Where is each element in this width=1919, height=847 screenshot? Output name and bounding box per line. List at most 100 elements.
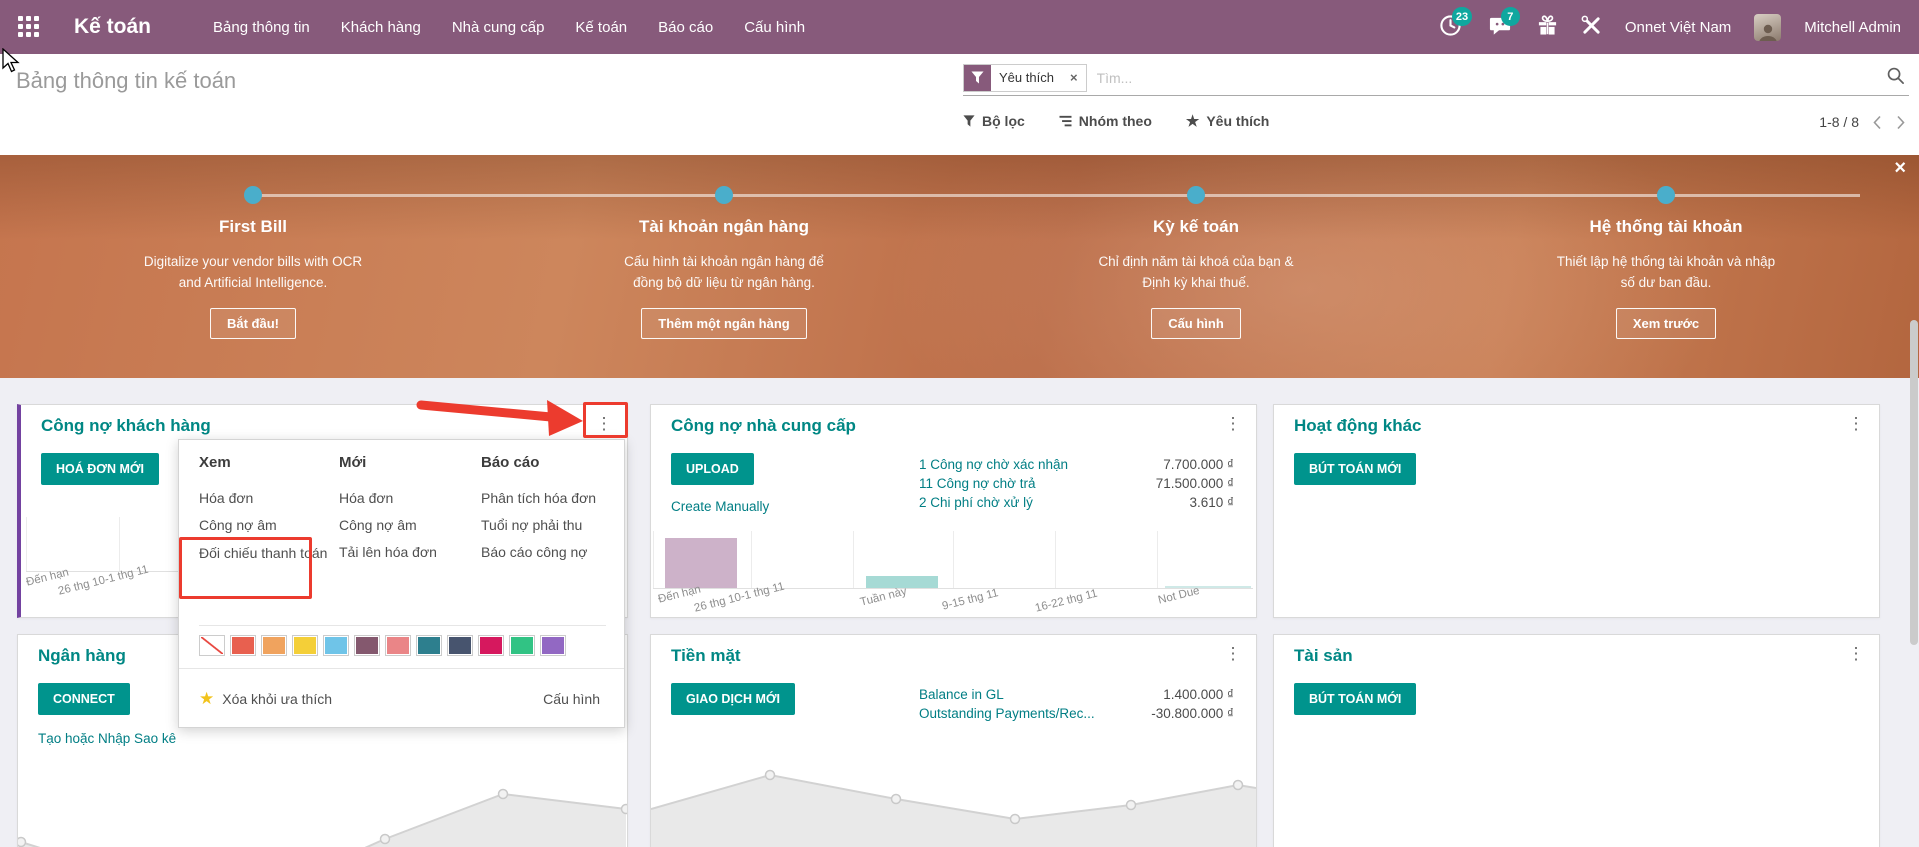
upload-button[interactable]: UPLOAD	[671, 453, 754, 485]
favorites-button[interactable]: ★ Yêu thích	[1186, 112, 1269, 130]
row-link[interactable]: Balance in GL	[919, 687, 1004, 702]
support-tools-button[interactable]	[1581, 15, 1602, 40]
person-icon	[1759, 24, 1777, 41]
banner-close-icon[interactable]: ×	[1894, 157, 1906, 179]
color-swatch-row	[199, 625, 606, 656]
new-entry-button[interactable]: BÚT TOÁN MỚI	[1294, 453, 1417, 485]
pager-previous-icon[interactable]	[1873, 115, 1882, 130]
new-invoice-button[interactable]: HOÁ ĐƠN MỚI	[41, 453, 159, 485]
menu-reports[interactable]: Báo cáo	[658, 18, 714, 36]
gridline	[1055, 531, 1056, 588]
menu-config[interactable]: Cấu hình	[744, 18, 806, 36]
color-swatch[interactable]	[509, 635, 535, 656]
step-title: First Bill	[218, 217, 287, 236]
user-avatar[interactable]	[1754, 13, 1782, 41]
row-link[interactable]: 11 Công nợ chờ trả	[919, 476, 1036, 491]
color-swatch[interactable]	[447, 635, 473, 656]
menu-item-new-credit-note[interactable]: Công nợ âm	[339, 517, 417, 533]
menu-item-new-invoice[interactable]: Hóa đơn	[339, 490, 394, 506]
popup-column-header: Báo cáo	[481, 454, 540, 471]
star-icon: ★	[1185, 113, 1200, 130]
pager-next-icon[interactable]	[1896, 115, 1905, 130]
cash-balance-area-chart	[651, 769, 1256, 847]
gridline	[653, 531, 654, 588]
color-swatch[interactable]	[261, 635, 287, 656]
create-manually-link[interactable]: Create Manually	[671, 499, 770, 514]
apps-grid-icon[interactable]	[16, 14, 42, 40]
new-transaction-button[interactable]: GIAO DỊCH MỚI	[671, 683, 795, 715]
menu-item-invoice-analysis[interactable]: Phân tích hóa đơn	[481, 490, 597, 506]
messages-button[interactable]: 7	[1488, 7, 1520, 40]
step-action-button[interactable]: Cấu hình	[1151, 308, 1241, 339]
facet-remove-icon[interactable]: ×	[1069, 70, 1078, 85]
kebab-menu-icon[interactable]: ⋮	[1847, 414, 1865, 433]
step-action-button[interactable]: Thêm một ngân hàng	[641, 308, 807, 339]
popup-settings-button[interactable]: Cấu hình	[543, 691, 600, 707]
menu-item-upload-invoice[interactable]: Tải lên hóa đơn	[339, 544, 437, 560]
menu-item-invoices[interactable]: Hóa đơn	[199, 490, 254, 506]
row-link[interactable]: 1 Công nợ chờ xác nhận	[919, 457, 1069, 472]
card-miscellaneous: Hoạt động khác ⋮ BÚT TOÁN MỚI	[1273, 404, 1880, 618]
chart-baseline	[26, 571, 182, 572]
menu-dashboard[interactable]: Bảng thông tin	[213, 18, 310, 36]
breadcrumb: Bảng thông tin kế toán	[16, 68, 237, 93]
facet-filter-icon	[964, 64, 991, 91]
step-desc: Digitalize your vendor bills with OCR	[143, 254, 363, 269]
card-cash: Tiền mặt ⋮ GIAO DỊCH MỚI Balance in GL 1…	[650, 634, 1257, 847]
kebab-menu-icon[interactable]: ⋮	[1224, 644, 1242, 663]
color-swatch-none[interactable]	[199, 635, 225, 656]
color-swatch[interactable]	[540, 635, 566, 656]
card-title: Tài sản	[1294, 646, 1353, 665]
row-link[interactable]: 2 Chi phí chờ xử lý	[919, 495, 1033, 510]
menu-item-credit-notes[interactable]: Công nợ âm	[199, 517, 277, 533]
aging-bar-overdue[interactable]	[665, 538, 737, 588]
onboarding-step-first-bill: First Bill Digitalize your vendor bills …	[43, 217, 463, 339]
aging-bar-not-due[interactable]	[1165, 586, 1251, 588]
kebab-menu-icon[interactable]: ⋮	[595, 414, 613, 433]
color-swatch[interactable]	[230, 635, 256, 656]
connect-button[interactable]: CONNECT	[38, 683, 130, 715]
color-swatch[interactable]	[323, 635, 349, 656]
search-icon[interactable]	[1886, 66, 1905, 90]
popup-footer: ★ Xóa khỏi ưa thích Cấu hình	[179, 668, 624, 729]
color-swatch[interactable]	[385, 635, 411, 656]
color-swatch[interactable]	[292, 635, 318, 656]
activities-button[interactable]: 23	[1439, 7, 1473, 40]
menu-item-aged-receivable[interactable]: Tuổi nợ phải thu	[481, 517, 583, 533]
axis-label: 9-15 thg 11	[941, 587, 1000, 613]
menu-item-payment-matching[interactable]: Đối chiếu thanh toán	[199, 545, 328, 561]
remove-favorite-button[interactable]: ★ Xóa khỏi ưa thích	[199, 689, 332, 709]
user-name[interactable]: Mitchell Admin	[1804, 18, 1901, 36]
gridline	[1157, 531, 1158, 588]
color-swatch[interactable]	[478, 635, 504, 656]
company-name[interactable]: Onnet Việt Nam	[1624, 18, 1732, 36]
vertical-scrollbar[interactable]	[1910, 320, 1918, 645]
step-dot	[1657, 186, 1675, 204]
menu-customers[interactable]: Khách hàng	[340, 18, 421, 36]
card-title: Ngân hàng	[38, 646, 126, 665]
kebab-menu-icon[interactable]: ⋮	[1847, 644, 1865, 663]
row-link[interactable]: Outstanding Payments/Rec...	[919, 706, 1095, 721]
aging-bar-this-week[interactable]	[866, 576, 938, 588]
menu-accounting[interactable]: Kế toán	[575, 18, 628, 36]
create-or-import-statements-link[interactable]: Tạo hoặc Nhập Sao kê	[38, 731, 177, 746]
cash-summary-rows: Balance in GL 1.400.000 ₫ Outstanding Pa…	[919, 685, 1234, 723]
step-action-button[interactable]: Xem trước	[1615, 308, 1717, 339]
favorites-label: Yêu thích	[1206, 113, 1270, 129]
color-swatch[interactable]	[416, 635, 442, 656]
filters-button[interactable]: Bộ lọc	[963, 113, 1025, 129]
color-swatch[interactable]	[354, 635, 380, 656]
gift-button[interactable]	[1537, 14, 1558, 40]
search-input[interactable]	[1086, 69, 1886, 86]
step-action-button[interactable]: Bắt đầu!	[210, 308, 296, 339]
group-by-button[interactable]: Nhóm theo	[1059, 113, 1152, 129]
menu-item-debt-report[interactable]: Báo cáo công nợ	[481, 544, 588, 560]
search-facet-favorites: Yêu thích ×	[963, 63, 1087, 92]
new-entry-button[interactable]: BÚT TOÁN MỚI	[1294, 683, 1417, 715]
search-bar: Yêu thích ×	[963, 60, 1909, 96]
kebab-menu-icon[interactable]: ⋮	[1224, 414, 1242, 433]
tools-icon	[1581, 15, 1600, 34]
onboarding-timeline	[253, 194, 1860, 197]
menu-vendors[interactable]: Nhà cung cấp	[451, 18, 545, 36]
